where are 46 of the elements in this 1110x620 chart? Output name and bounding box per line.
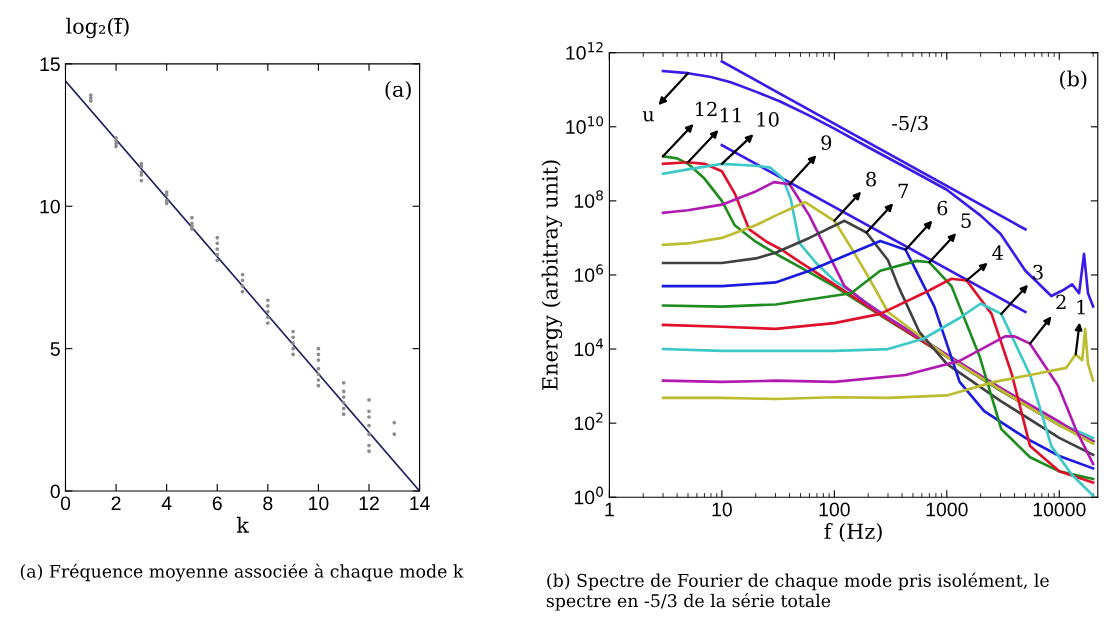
- annotation: 9: [821, 135, 832, 150]
- x-tick-label: 12: [359, 496, 379, 510]
- x-tick-label: 10000: [1033, 502, 1086, 517]
- y-tick-label: 10$^{10}$: [566, 116, 604, 134]
- annotation: 10: [757, 112, 779, 127]
- y-tick-label: 10$^{2}$: [574, 412, 603, 431]
- x-tick-label: 1000: [926, 502, 968, 517]
- annotation: 3: [1033, 264, 1043, 280]
- x-axis-title: k: [236, 516, 249, 533]
- y-tick-label: 10$^{6}$: [574, 264, 604, 283]
- x-tick-label: 10: [712, 502, 732, 517]
- x-axis-title: f (Hz): [824, 523, 882, 543]
- y-tick-label: 0: [50, 484, 60, 499]
- y-tick-label: 10: [40, 199, 60, 214]
- annotation: 12: [695, 101, 717, 117]
- text: (b) Spectre de Fourier de chaque mode pris isolément, le spectre en -5/3 de la série totale: [546, 572, 1049, 611]
- y-tick-label: 5: [50, 342, 60, 356]
- y-tick-label: 15: [40, 57, 60, 72]
- y-axis-title: Energy (arbitray unit): [541, 160, 563, 390]
- x-tick-label: 6: [212, 496, 222, 511]
- annotation: 6: [937, 200, 948, 216]
- annotation: 5: [961, 213, 971, 228]
- annotation: 4: [992, 245, 1003, 260]
- annotation: u: [642, 111, 654, 122]
- y-axis-title: log₂(f̄): [66, 17, 129, 39]
- x-tick-label: 14: [410, 496, 430, 510]
- x-tick-label: 8: [263, 496, 273, 511]
- text: (a) Fréquence moyenne associée à chaque mode k: [20, 563, 464, 582]
- x-tick-label: 4: [161, 496, 172, 510]
- y-tick-label: 10$^{0}$: [574, 486, 603, 505]
- annotation: 1: [1077, 299, 1085, 315]
- annotation: (b): [1060, 70, 1087, 90]
- y-tick-label: 10$^{12}$: [566, 42, 603, 60]
- x-tick-label: 2: [111, 496, 121, 510]
- annotation: 2: [1056, 294, 1066, 310]
- annotation: (a): [385, 80, 411, 101]
- x-tick-label: 100: [819, 502, 850, 517]
- annotation: -5/3: [892, 115, 928, 132]
- annotation: 8: [866, 171, 876, 187]
- annotation: 11: [720, 107, 741, 123]
- x-tick-label: 10: [309, 496, 329, 511]
- x-tick-label: 0: [60, 496, 71, 511]
- y-tick-label: 10$^{4}$: [574, 338, 604, 357]
- y-tick-label: 10$^{8}$: [574, 190, 603, 208]
- x-tick-label: 1: [605, 502, 614, 517]
- annotation: 7: [898, 183, 908, 198]
